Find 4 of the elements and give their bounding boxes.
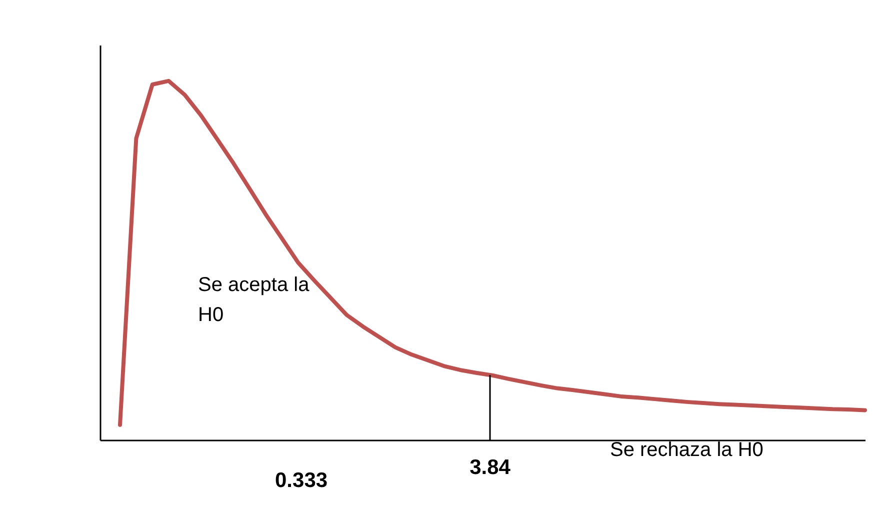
annotation: Se acepta la H0: [198, 274, 310, 326]
text: 3.84: [470, 456, 511, 479]
text: 0.333: [275, 469, 328, 492]
annotation: Se rechaza la H0: [610, 439, 764, 461]
